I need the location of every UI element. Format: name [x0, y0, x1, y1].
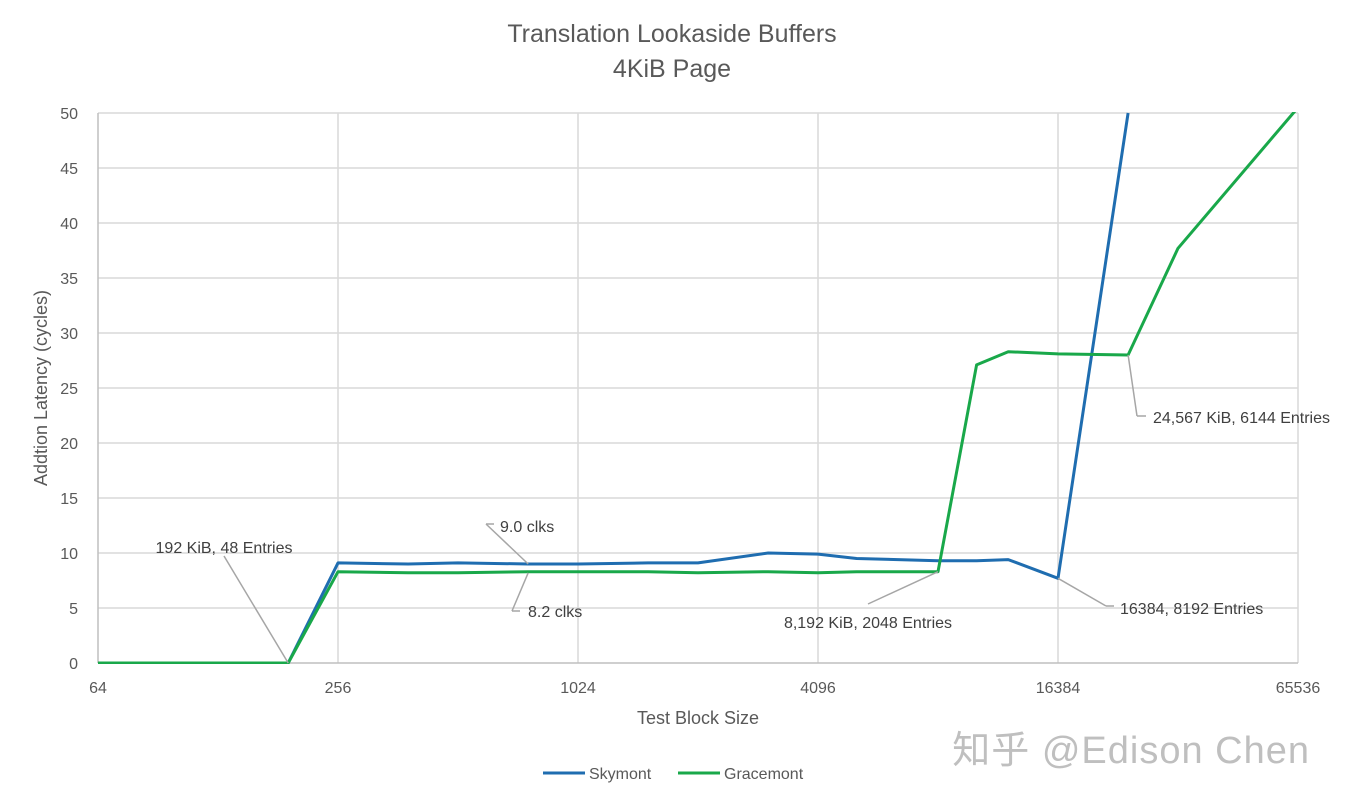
annotation-label: 8,192 KiB, 2048 Entries — [784, 615, 952, 632]
legend: Skymont Gracemont — [543, 766, 804, 783]
series-lines — [98, 112, 1297, 664]
x-tick-label: 1024 — [560, 680, 596, 697]
annotation-label: 8.2 clks — [528, 604, 582, 621]
y-tick-label: 0 — [69, 656, 78, 673]
series-line-gracemont — [98, 112, 1297, 664]
y-tick-label: 10 — [60, 546, 78, 563]
annotation-label: 16384, 8192 Entries — [1120, 601, 1263, 618]
legend-entry-skymont: Skymont — [589, 766, 652, 783]
x-tick-label: 16384 — [1036, 680, 1081, 697]
watermark: 知乎 @Edison Chen — [952, 730, 1310, 772]
chart-title: Translation Lookaside Buffers — [507, 20, 836, 48]
y-tick-label: 5 — [69, 601, 78, 618]
annotation-leader — [1057, 577, 1107, 607]
y-tick-label: 45 — [60, 161, 78, 178]
series-line-skymont — [98, 112, 1130, 664]
annotation-leader — [485, 523, 529, 565]
x-tick-labels: 64 256 1024 4096 16384 65536 — [89, 680, 1320, 697]
y-axis-label: Addtion Latency (cycles) — [31, 290, 51, 486]
annotations: 192 KiB, 48 Entries 9.0 clks 8.2 clks 8,192… — [156, 354, 1330, 664]
annotation-label: 24,567 KiB, 6144 Entries — [1153, 410, 1330, 427]
x-tick-label: 65536 — [1276, 680, 1321, 697]
y-tick-label: 30 — [60, 326, 78, 343]
annotation-label: 192 KiB, 48 Entries — [156, 540, 293, 557]
annotation-leader — [1127, 354, 1138, 417]
legend-entry-gracemont: Gracemont — [724, 766, 804, 783]
y-tick-label: 20 — [60, 436, 78, 453]
y-tick-label: 40 — [60, 216, 78, 233]
y-tick-label: 15 — [60, 491, 78, 508]
grid-lines — [98, 112, 1299, 663]
annotation-label: 9.0 clks — [500, 519, 554, 536]
x-tick-label: 4096 — [800, 680, 836, 697]
annotation-leader — [867, 571, 939, 605]
y-tick-labels: 0 5 10 15 20 25 30 35 40 45 50 — [60, 106, 78, 673]
y-tick-label: 35 — [60, 271, 78, 288]
annotation-leader — [223, 555, 289, 664]
x-axis-label: Test Block Size — [637, 708, 759, 728]
x-tick-label: 256 — [325, 680, 352, 697]
y-tick-label: 25 — [60, 381, 78, 398]
axes — [97, 113, 1298, 664]
annotation-leader — [511, 572, 529, 612]
chart-subtitle: 4KiB Page — [613, 55, 731, 83]
x-tick-label: 64 — [89, 680, 107, 697]
y-tick-label: 50 — [60, 106, 78, 123]
